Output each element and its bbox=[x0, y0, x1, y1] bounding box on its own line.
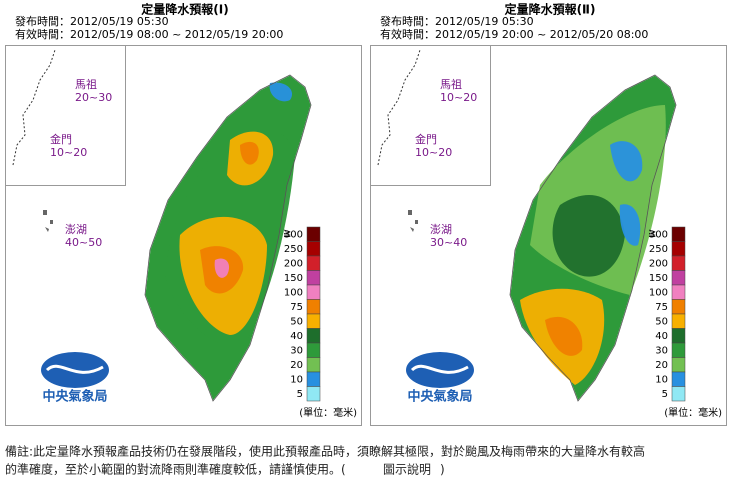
legend-swatch bbox=[306, 371, 321, 387]
legend-swatch bbox=[306, 328, 321, 344]
legend-label: 200 bbox=[284, 258, 303, 269]
logo-wave bbox=[410, 364, 469, 374]
legend-swatch bbox=[306, 342, 321, 358]
unit: (單位：毫米) bbox=[299, 406, 357, 419]
legend-swatch bbox=[671, 371, 686, 387]
forecast-panel: 定量降水預報(Ⅱ)發布時間：2012/05/19 05:30有效時間：2012/… bbox=[370, 2, 727, 426]
logo-text: 中央氣象局 bbox=[42, 389, 107, 405]
legend-label: 50 bbox=[290, 316, 303, 327]
legend-label: 40 bbox=[655, 331, 668, 342]
legend-label: 150 bbox=[284, 273, 303, 284]
place-range: 10~20 bbox=[440, 91, 477, 104]
logo-text: 中央氣象局 bbox=[407, 389, 472, 405]
legend-swatch bbox=[306, 241, 321, 257]
legend-swatch bbox=[671, 284, 686, 300]
legend-label: 30 bbox=[290, 345, 303, 356]
place-range: 20~30 bbox=[75, 91, 112, 104]
rain-area bbox=[545, 316, 583, 356]
legend-label: 200 bbox=[649, 258, 668, 269]
footer-note: ) bbox=[440, 463, 445, 477]
rain-area bbox=[619, 204, 641, 246]
legend-label: 40 bbox=[290, 331, 303, 342]
place-name: 金門 bbox=[50, 132, 72, 146]
legend-label: 20 bbox=[655, 360, 668, 371]
legend-label: 100 bbox=[649, 287, 668, 298]
legend-swatch bbox=[671, 270, 686, 286]
legend-prefix: ≧ bbox=[648, 228, 656, 239]
legend-label: 5 bbox=[297, 389, 303, 400]
legend-swatch bbox=[671, 313, 686, 329]
panel-title: 定量降水預報(Ⅰ) bbox=[141, 2, 228, 17]
legend-label: 10 bbox=[290, 374, 303, 385]
legend-swatch bbox=[306, 386, 321, 402]
footer-note: 的準確度，至於小範圍的對流降雨則準確度較低，請謹慎使用。( bbox=[5, 462, 346, 477]
footer-note: 備註:此定量降水預報產品技術仍在發展階段，使用此預報產品時，須瞭解其極限，對於颱… bbox=[5, 444, 645, 459]
rain-area bbox=[240, 141, 259, 165]
legend-label: 10 bbox=[655, 374, 668, 385]
legend-label: 300 bbox=[649, 229, 668, 240]
rain-area bbox=[610, 141, 643, 182]
issue-time: 發布時間：2012/05/19 05:30 bbox=[380, 14, 534, 28]
legend-swatch bbox=[306, 226, 321, 242]
rain-area bbox=[269, 82, 293, 102]
unit: (單位：毫米) bbox=[664, 406, 722, 419]
legend-swatch bbox=[671, 241, 686, 257]
taiwan-outline bbox=[144, 74, 312, 402]
legend-label: 300 bbox=[284, 229, 303, 240]
legend-label: 75 bbox=[655, 302, 668, 313]
taiwan-outline bbox=[509, 74, 677, 402]
issue-time: 發布時間：2012/05/19 05:30 bbox=[15, 14, 169, 28]
inset-frame bbox=[370, 45, 491, 186]
forecast-panel: 定量降水預報(Ⅰ)發布時間：2012/05/19 05:30有效時間：2012/… bbox=[5, 2, 362, 426]
legend-swatch bbox=[671, 255, 686, 271]
panel-title: 定量降水預報(Ⅱ) bbox=[505, 2, 596, 17]
place-name: 金門 bbox=[415, 132, 437, 146]
rain-area bbox=[552, 195, 625, 277]
rain-area bbox=[214, 258, 230, 278]
legend-label: 5 bbox=[662, 389, 668, 400]
place-range: 10~20 bbox=[415, 146, 452, 159]
legend-swatch bbox=[671, 226, 686, 242]
legend-swatch bbox=[306, 313, 321, 329]
legend-label: 20 bbox=[290, 360, 303, 371]
inset-frame bbox=[5, 45, 126, 186]
legend-swatch bbox=[671, 357, 686, 373]
legend-swatch bbox=[671, 299, 686, 315]
place-name: 馬祖 bbox=[440, 77, 462, 91]
penghu-islands bbox=[43, 210, 53, 232]
place-range: 30~40 bbox=[430, 236, 467, 249]
legend-swatch bbox=[671, 328, 686, 344]
place-name: 澎湖 bbox=[65, 223, 87, 236]
legend-prefix: ≧ bbox=[283, 228, 291, 239]
legend-label: 75 bbox=[290, 302, 303, 313]
map: 馬祖10~20金門10~20澎湖30~403002502001501007550… bbox=[370, 45, 727, 426]
valid-time: 有效時間：2012/05/19 20:00 ~ 2012/05/20 08:00 bbox=[380, 27, 648, 41]
legend-swatch bbox=[306, 255, 321, 271]
logo-wave bbox=[45, 364, 104, 374]
valid-time: 有效時間：2012/05/19 08:00 ~ 2012/05/19 20:00 bbox=[15, 27, 283, 41]
legend-swatch bbox=[306, 270, 321, 286]
legend-label: 30 bbox=[655, 345, 668, 356]
help-link[interactable]: 圖示說明 bbox=[383, 462, 431, 477]
legend-label: 150 bbox=[649, 273, 668, 284]
legend-swatch bbox=[306, 284, 321, 300]
legend-label: 250 bbox=[284, 244, 303, 255]
place-name: 澎湖 bbox=[430, 223, 452, 236]
legend-swatch bbox=[671, 342, 686, 358]
penghu-islands bbox=[408, 210, 418, 232]
legend-swatch bbox=[671, 386, 686, 402]
legend-label: 100 bbox=[284, 287, 303, 298]
legend-label: 250 bbox=[649, 244, 668, 255]
legend-swatch bbox=[306, 299, 321, 315]
legend-label: 50 bbox=[655, 316, 668, 327]
place-name: 馬祖 bbox=[75, 77, 97, 91]
place-range: 10~20 bbox=[50, 146, 87, 159]
place-range: 40~50 bbox=[65, 236, 102, 249]
legend-swatch bbox=[306, 357, 321, 373]
